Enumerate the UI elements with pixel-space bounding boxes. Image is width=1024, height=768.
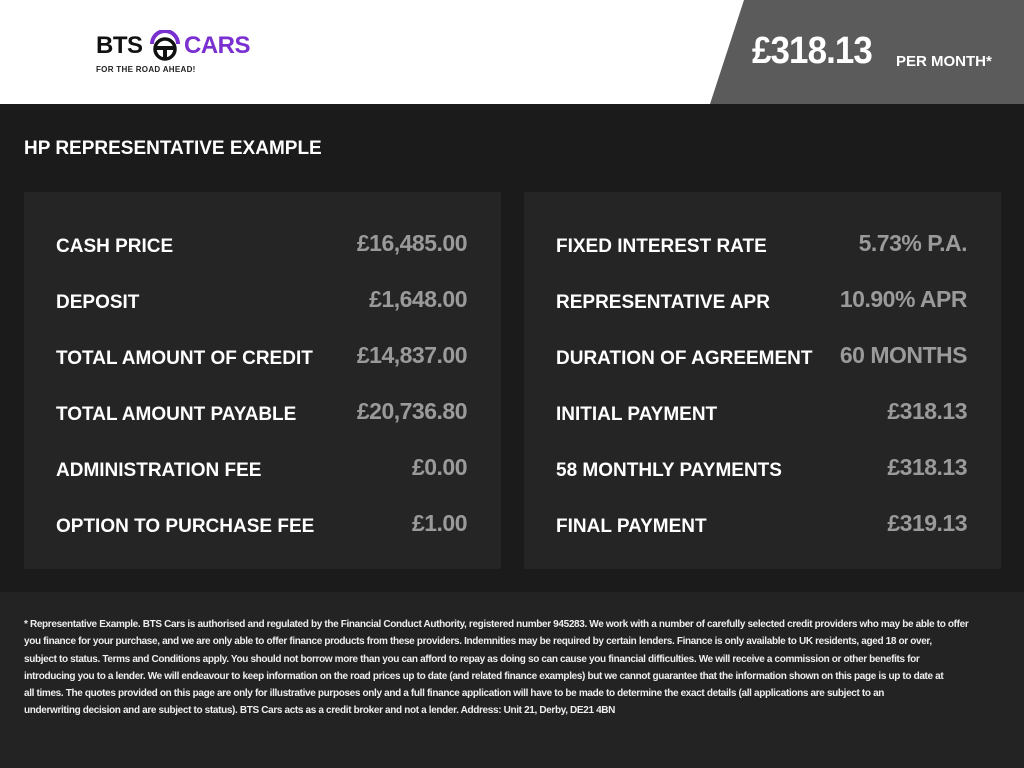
finance-row: CASH PRICE £16,485.00	[56, 230, 468, 260]
finance-value: £20,736.80	[356, 398, 468, 424]
logo-text-cars: CARS	[184, 32, 251, 59]
finance-label: OPTION TO PURCHASE FEE	[56, 516, 315, 537]
finance-value: £319.13	[887, 510, 967, 536]
finance-label: REPRESENTATIVE APR	[556, 292, 770, 313]
disclaimer-line: introducing you to a lender. We will end…	[24, 670, 944, 682]
finance-row: DURATION OF AGREEMENT 60 MONTHS	[556, 342, 968, 372]
disclaimer-line: subject to status. Terms and Conditions …	[24, 653, 920, 665]
finance-row: 58 MONTHLY PAYMENTS £318.13	[556, 454, 967, 484]
finance-value: £1.00	[411, 510, 468, 536]
price-banner	[710, 0, 1024, 104]
disclaimer-line: all times. The quotes provided on this p…	[24, 688, 885, 700]
steering-wheel-icon	[150, 30, 180, 61]
finance-value: 5.73% P.A.	[858, 230, 968, 256]
finance-row: DEPOSIT £1,648.00	[56, 286, 467, 316]
finance-value: £0.00	[411, 454, 468, 480]
finance-label: INITIAL PAYMENT	[556, 404, 718, 425]
finance-value: 10.90% APR	[839, 286, 968, 312]
finance-value: £16,485.00	[356, 230, 468, 256]
finance-value: £1,648.00	[369, 286, 467, 312]
finance-label: TOTAL AMOUNT PAYABLE	[56, 404, 297, 425]
finance-row: ADMINISTRATION FEE £0.00	[56, 454, 468, 484]
finance-row: FIXED INTEREST RATE 5.73% P.A.	[556, 230, 968, 260]
finance-label: 58 MONTHLY PAYMENTS	[556, 460, 782, 481]
finance-label: ADMINISTRATION FEE	[56, 460, 262, 481]
finance-value: 60 MONTHS	[839, 342, 968, 368]
finance-row: FINAL PAYMENT £319.13	[556, 510, 967, 540]
finance-row: OPTION TO PURCHASE FEE £1.00	[56, 510, 468, 540]
disclaimer-line: * Representative Example. BTS Cars is au…	[24, 619, 969, 630]
disclaimer-line: underwriting decision and are subject to…	[24, 705, 616, 717]
finance-card-left: CASH PRICE £16,485.00 DEPOSIT £1,648.00 TOTA…	[24, 192, 501, 569]
monthly-price: £318.13	[752, 30, 873, 72]
disclaimer-line: you finance for your purchase, and we ar…	[24, 636, 932, 648]
footer	[0, 592, 1024, 768]
finance-card-right: FIXED INTEREST RATE 5.73% P.A. REPRESENTAT…	[524, 192, 1001, 569]
finance-value: £318.13	[887, 454, 967, 480]
logo-text-bts: BTS	[96, 32, 143, 59]
finance-label: TOTAL AMOUNT OF CREDIT	[56, 348, 313, 369]
finance-label: DURATION OF AGREEMENT	[556, 348, 813, 369]
finance-label: CASH PRICE	[56, 236, 174, 257]
finance-row: INITIAL PAYMENT £318.13	[556, 398, 967, 428]
finance-label: DEPOSIT	[56, 292, 140, 313]
finance-row: TOTAL AMOUNT OF CREDIT £14,837.00	[56, 342, 468, 372]
finance-value: £318.13	[887, 398, 967, 424]
bts-cars-logo[interactable]: BTS CARS FOR THE ROAD AHEAD!	[96, 30, 256, 76]
section-title: HP REPRESENTATIVE EXAMPLE	[24, 138, 322, 159]
finance-value: £14,837.00	[356, 342, 468, 368]
finance-label: FINAL PAYMENT	[556, 516, 707, 537]
logo-tagline: FOR THE ROAD AHEAD!	[96, 65, 196, 74]
finance-row: REPRESENTATIVE APR 10.90% APR	[556, 286, 968, 316]
disclaimer-text: * Representative Example. BTS Cars is au…	[24, 616, 969, 720]
finance-row: TOTAL AMOUNT PAYABLE £20,736.80	[56, 398, 468, 428]
finance-label: FIXED INTEREST RATE	[556, 236, 767, 257]
per-month-label: PER MONTH*	[896, 53, 992, 70]
